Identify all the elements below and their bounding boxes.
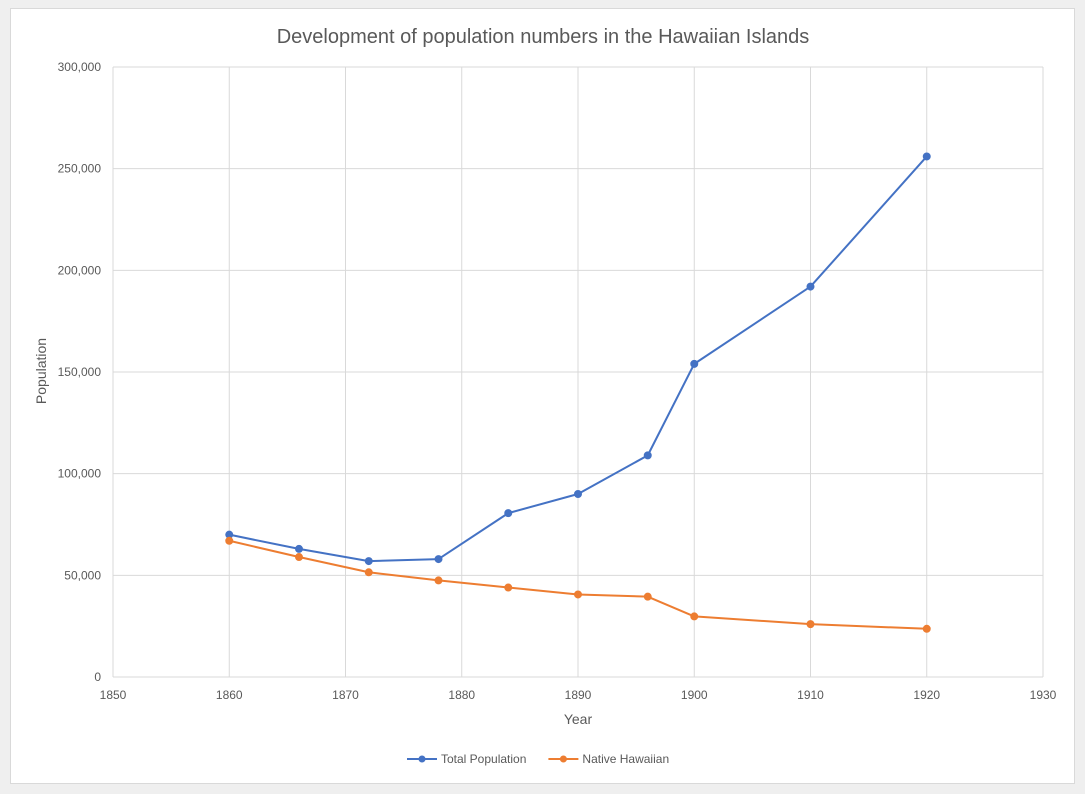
data-point (295, 544, 303, 553)
data-point (574, 490, 582, 498)
data-point (574, 590, 582, 599)
x-tick-label: 1850 (100, 688, 127, 702)
x-tick-label: 1900 (681, 688, 708, 702)
data-point (690, 612, 699, 621)
data-point (364, 568, 373, 577)
series-line-1 (229, 539, 927, 630)
x-axis-title: Year (564, 711, 593, 727)
data-point (643, 592, 652, 601)
data-point (922, 152, 931, 161)
y-tick-label: 250,000 (58, 162, 102, 176)
y-tick-label: 0 (94, 670, 101, 684)
legend-marker (418, 755, 426, 763)
chart-container: Development of population numbers in the… (10, 8, 1075, 784)
x-tick-label: 1880 (448, 688, 475, 702)
data-point (434, 576, 443, 585)
y-tick-label: 50,000 (64, 568, 101, 582)
gridlines (112, 66, 1044, 678)
x-tick-label: 1860 (216, 688, 243, 702)
data-point (643, 451, 652, 460)
x-tick-label: 1870 (332, 688, 359, 702)
data-point (922, 624, 931, 633)
series-line-0 (229, 155, 928, 563)
axis-ticks: 1850 1860 1870 1880 1890 1900 1910 1920 1930 0 50,… (58, 60, 1057, 702)
y-axis-title: Population (33, 338, 49, 404)
x-tick-label: 1890 (565, 688, 592, 702)
data-point (690, 359, 699, 368)
data-point (225, 536, 234, 545)
y-tick-label: 200,000 (58, 263, 102, 277)
y-tick-label: 300,000 (58, 60, 102, 74)
data-point (434, 555, 443, 564)
legend-item: Total Population (407, 752, 526, 766)
data-point (295, 553, 303, 562)
legend-item: Native Hawaiian (548, 752, 669, 766)
data-point (806, 282, 815, 291)
series-lines (225, 152, 931, 633)
x-tick-label: 1930 (1030, 688, 1057, 702)
line-chart: Development of population numbers in the… (33, 26, 1057, 766)
data-point (504, 583, 513, 592)
x-tick-label: 1910 (797, 688, 824, 702)
legend-label: Native Hawaiian (582, 752, 669, 766)
data-point (364, 557, 373, 566)
x-tick-label: 1920 (913, 688, 940, 702)
y-tick-label: 100,000 (58, 467, 102, 481)
legend-marker (559, 755, 567, 763)
data-point (504, 509, 513, 518)
y-tick-label: 150,000 (58, 365, 102, 379)
chart-title: Development of population numbers in the… (277, 26, 810, 48)
legend-label: Total Population (441, 752, 526, 766)
legend: Total Population Native Hawaiian (407, 752, 669, 766)
data-point (806, 620, 815, 629)
